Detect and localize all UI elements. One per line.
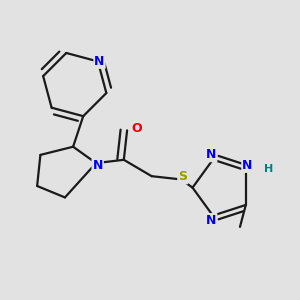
Text: N: N [92, 159, 103, 172]
Text: S: S [178, 170, 187, 183]
Text: N: N [206, 214, 216, 227]
Text: N: N [94, 55, 105, 68]
Text: H: H [264, 164, 273, 174]
Text: N: N [206, 148, 216, 161]
Text: N: N [242, 159, 253, 172]
Text: O: O [131, 122, 142, 135]
